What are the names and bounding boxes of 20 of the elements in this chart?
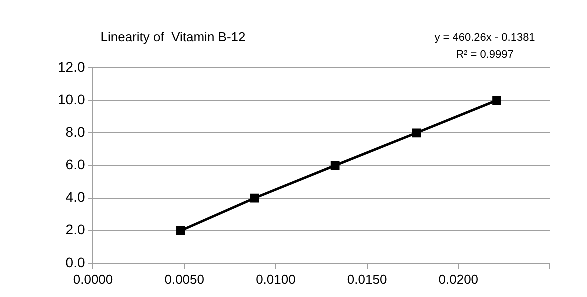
y-tick-label: 2.0: [66, 222, 86, 238]
y-tick-label: 10.0: [58, 91, 86, 108]
point: [412, 128, 422, 138]
point: [330, 161, 340, 170]
x-tick-label: 0.0050: [164, 272, 204, 287]
y-tick-label: 12.0: [58, 58, 86, 75]
y-tick-label: 0.0: [66, 254, 86, 270]
point: [176, 226, 186, 236]
x-tick-label: 0.0000: [73, 272, 114, 287]
y-tick-label: 6.0: [66, 156, 86, 173]
text: y = 460.26x - 0.1381: [434, 32, 536, 44]
chart-title: Linearity of Vitamin B-12: [100, 30, 246, 45]
point: [250, 194, 260, 203]
text: R² = 0.9997: [456, 49, 514, 62]
x-tick-label: 0.0150: [347, 272, 388, 287]
y-tick-label: 4.0: [66, 189, 86, 206]
x-tick-label: 0.0200: [438, 272, 479, 287]
y-tick-label: 8.0: [66, 124, 86, 140]
x-tick-label: 0.0100: [256, 272, 296, 287]
point: [492, 96, 502, 105]
